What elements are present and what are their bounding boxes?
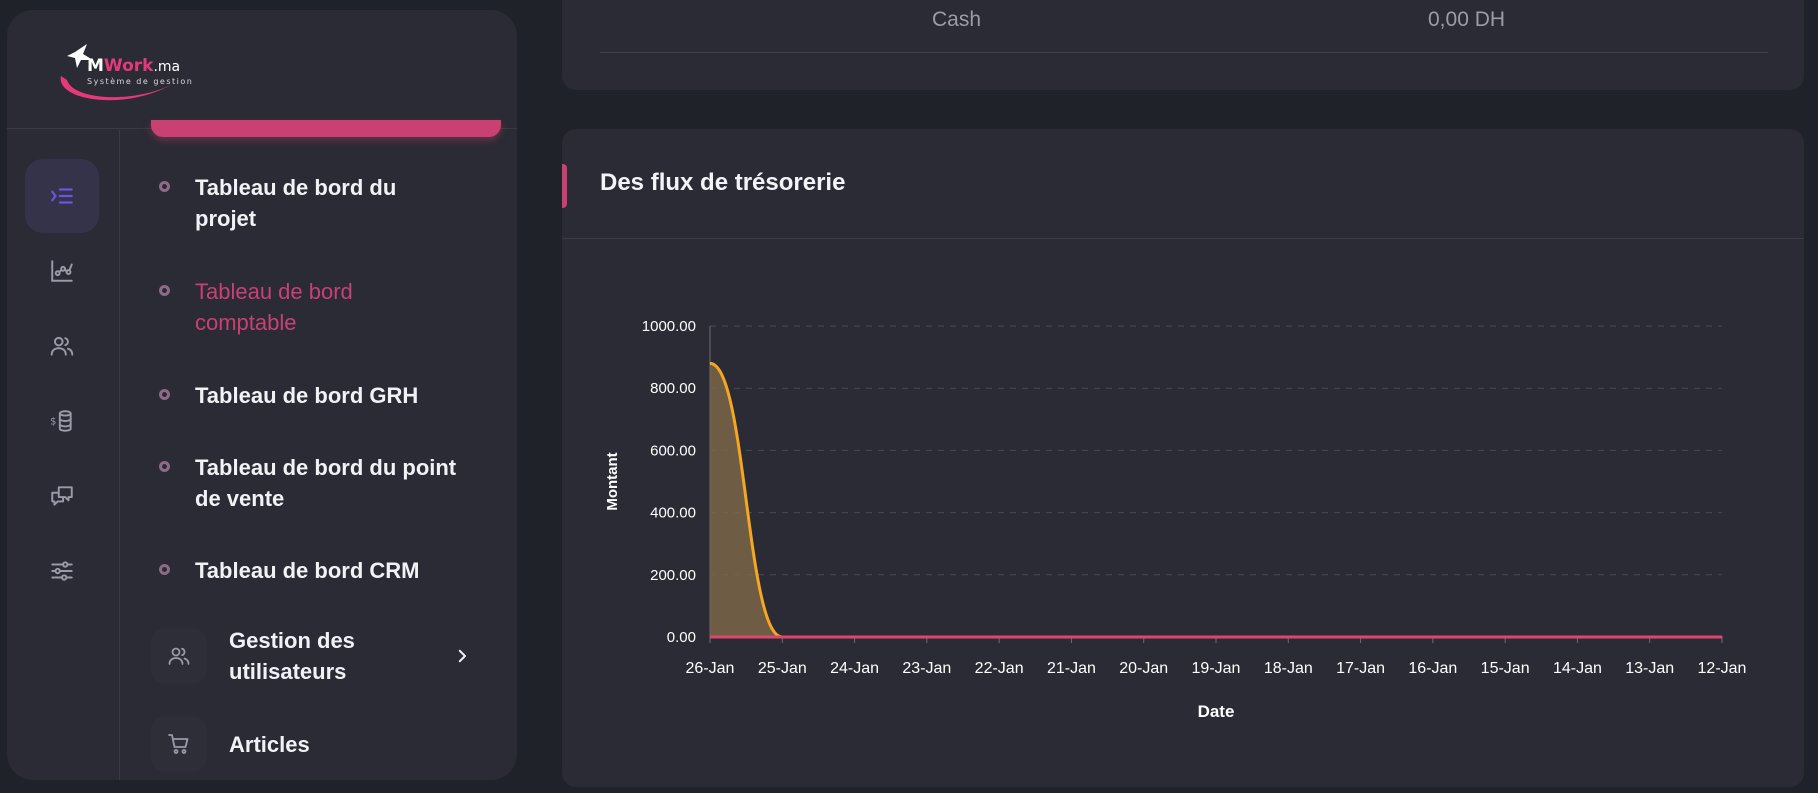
- area-fill: [710, 363, 1722, 637]
- icon-rail: $: [7, 130, 120, 780]
- active-item-indicator: [151, 120, 501, 137]
- brand-tagline: Système de gestion: [87, 77, 194, 86]
- brand-name[interactable]: MWork.ma: [87, 56, 181, 76]
- menu-item-label: Tableau de bord GRH: [195, 383, 419, 408]
- bullet-icon: [159, 181, 170, 192]
- x-tick-label: 25-Jan: [758, 660, 807, 677]
- menu-item-accounting-dashboard[interactable]: Tableau de bord comptable: [159, 276, 489, 338]
- group-icon-box: [151, 716, 207, 772]
- menu-item-hr-dashboard[interactable]: Tableau de bord GRH: [159, 380, 489, 411]
- bullet-icon: [159, 389, 170, 400]
- users-icon: [168, 647, 190, 665]
- balance-card: Cash 0,00 DH: [562, 0, 1804, 90]
- group-icon-box: [151, 628, 207, 684]
- x-tick-label: 26-Jan: [686, 660, 735, 677]
- y-tick-label: 0.00: [667, 629, 696, 646]
- money-stack-icon: $: [50, 410, 72, 432]
- chevron-right-icon[interactable]: [453, 647, 471, 665]
- menu-item-crm-dashboard[interactable]: Tableau de bord CRM: [159, 555, 489, 586]
- bullet-icon: [159, 285, 170, 296]
- card-title: Des flux de trésorerie: [600, 169, 846, 196]
- rail-analytics-button[interactable]: [25, 234, 99, 308]
- card-header: Des flux de trésorerie: [562, 129, 1804, 239]
- x-tick-label: 21-Jan: [1047, 660, 1096, 677]
- chart-line-icon: [51, 260, 73, 282]
- cash-flow-card: Des flux de trésorerie 0.00 200.00 400.00 6…: [562, 129, 1804, 787]
- x-tick-label: 15-Jan: [1481, 660, 1530, 677]
- users-icon: [50, 336, 74, 356]
- x-axis-title: Date: [1198, 702, 1235, 721]
- y-tick-label: 1000.00: [642, 318, 696, 335]
- rail-messages-button[interactable]: [25, 459, 99, 533]
- y-axis-title: Montant: [604, 452, 621, 510]
- x-tick-label: 23-Jan: [902, 660, 951, 677]
- logo-area: MWork.ma Système de gestion: [7, 10, 517, 129]
- x-tick-label: 22-Jan: [975, 660, 1024, 677]
- svg-text:$: $: [50, 416, 56, 427]
- menu-item-label: Tableau de bord comptable: [195, 279, 353, 335]
- menu-group-label: Gestion des utilisateurs: [229, 628, 355, 684]
- menu-item-label: Tableau de bord CRM: [195, 558, 420, 583]
- rail-finance-button[interactable]: $: [25, 384, 99, 458]
- data-point: [709, 362, 711, 364]
- sliders-icon: [51, 561, 73, 581]
- x-tick-label: 20-Jan: [1119, 660, 1168, 677]
- x-tick-label: 16-Jan: [1408, 660, 1457, 677]
- title-accent-bar: [562, 164, 567, 208]
- x-tick-label: 12-Jan: [1698, 660, 1747, 677]
- row-divider: [600, 52, 1768, 53]
- rail-dashboards-button[interactable]: [25, 159, 99, 233]
- x-tick-label: 18-Jan: [1264, 660, 1313, 677]
- cart-icon: [168, 734, 189, 754]
- rail-users-button[interactable]: [25, 309, 99, 383]
- menu-group-user-management[interactable]: Gestion des utilisateurs: [151, 626, 481, 686]
- menu-item-pos-dashboard[interactable]: Tableau de bord du point de vente: [159, 452, 489, 514]
- sidebar: MWork.ma Système de gestion $: [7, 10, 517, 780]
- y-tick-label: 200.00: [650, 567, 696, 584]
- dashboard-menu: Tableau de bord du projet Tableau de bord…: [121, 120, 517, 780]
- x-tick-label: 14-Jan: [1553, 660, 1602, 677]
- cash-value: 0,00 DH: [1428, 8, 1506, 31]
- menu-item-project-dashboard[interactable]: Tableau de bord du projet: [159, 172, 489, 234]
- series-line-inflow: [709, 361, 1722, 639]
- x-tick-label: 13-Jan: [1625, 660, 1674, 677]
- menu-group-label: Articles: [229, 731, 310, 757]
- y-tick-label: 600.00: [650, 442, 696, 459]
- brand-logo-swoosh: [60, 44, 173, 101]
- y-tick-label: 400.00: [650, 505, 696, 522]
- menu-group-articles[interactable]: Articles: [151, 714, 481, 774]
- x-tick-label: 19-Jan: [1192, 660, 1241, 677]
- menu-item-label: Tableau de bord du point de vente: [195, 455, 457, 511]
- menu-item-label: Tableau de bord du projet: [195, 175, 397, 231]
- chat-bubbles-icon: [51, 486, 73, 506]
- cash-flow-chart[interactable]: 0.00 200.00 400.00 600.00 800.00 1000.00 26-Ja…: [562, 129, 1804, 787]
- cash-label: Cash: [932, 8, 982, 31]
- bullet-icon: [159, 564, 170, 575]
- bullet-icon: [159, 461, 170, 472]
- y-tick-label: 800.00: [650, 380, 696, 397]
- indent-list-icon: [51, 188, 73, 204]
- x-tick-label: 24-Jan: [830, 660, 879, 677]
- rail-settings-button[interactable]: [25, 534, 99, 608]
- x-tick-label: 17-Jan: [1336, 660, 1385, 677]
